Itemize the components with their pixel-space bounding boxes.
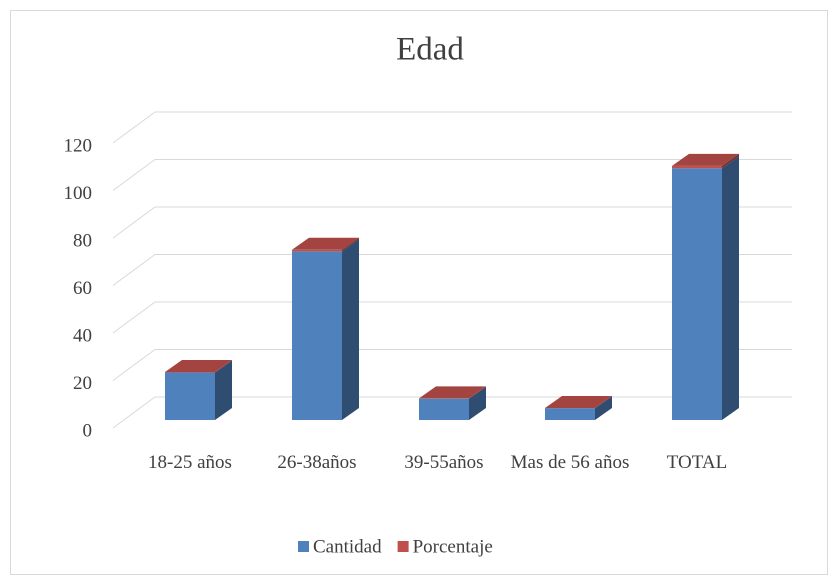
bar-top [419,386,486,399]
bar-side [595,396,612,409]
y-tick-label: 40 [73,325,92,346]
x-tick-label: TOTAL [666,452,728,473]
y-tick-label: 0 [83,420,93,441]
legend-swatch [298,541,309,552]
y-tick-label: 80 [73,230,92,251]
grid-line [112,206,792,239]
grid-line [112,301,792,334]
bar-side [215,360,232,373]
x-tick-label: 39-55años [404,452,484,473]
y-tick-label: 120 [64,135,93,156]
x-tick-label: Mas de 56 años [510,452,630,473]
legend-swatch [397,541,409,552]
grid-line [112,254,792,286]
grid-line [112,111,792,144]
x-tick-label: 26-38años [277,452,357,473]
legend-label: Cantidad [313,536,382,557]
bar-side [722,156,739,420]
legend-label: Porcentaje [413,536,493,557]
bar [545,408,595,420]
bar [672,165,722,169]
y-tick-label: 20 [73,373,92,394]
bar-side [342,239,359,420]
bar-side [342,237,359,252]
y-tick-label: 60 [73,278,92,299]
grid-line [112,349,792,381]
bar-side [215,360,232,420]
bar [292,251,342,420]
bar-top [292,237,359,250]
bar [165,372,215,420]
y-tick-label: 100 [64,183,93,204]
bar-top [672,153,739,166]
bar-side [722,153,739,169]
grid-line [112,159,792,191]
bar [672,168,722,420]
x-tick-label: 18-25 años [148,452,232,473]
bar-side [469,386,486,399]
bar [419,398,469,420]
bar [292,249,342,252]
chart-title: Edad [396,32,464,68]
bar-side [595,396,612,420]
bar-top [545,396,612,409]
bar-side [469,386,486,420]
bar-top [165,360,232,373]
